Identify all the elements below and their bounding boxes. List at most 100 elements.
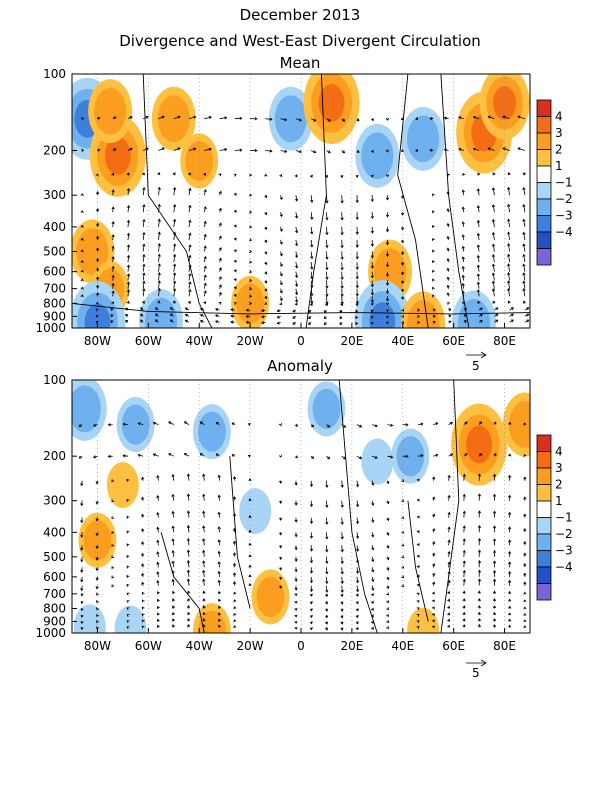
wind-vector-head: [447, 539, 451, 543]
wind-vector-head: [385, 291, 390, 295]
wind-vector-head: [370, 614, 374, 618]
wind-vector: [184, 453, 190, 457]
wind-vector-head: [126, 172, 130, 176]
wind-vector: [356, 480, 359, 487]
wind-vector: [127, 273, 130, 281]
wind-vector: [508, 280, 510, 289]
wind-vector-head: [157, 203, 161, 207]
wind-vector: [218, 580, 220, 586]
wind-vector-head: [188, 187, 192, 191]
wind-vector: [310, 271, 313, 279]
wind-vector: [295, 280, 298, 287]
wind-vector: [326, 288, 328, 297]
wind-vector-head: [370, 626, 374, 630]
wind-vector-head: [432, 314, 436, 318]
wind-vector-head: [230, 308, 234, 312]
wind-vector: [188, 255, 191, 263]
figure-title: December 2013: [240, 6, 361, 24]
wind-vector-head: [142, 187, 146, 191]
wind-vector-head: [429, 116, 433, 121]
wind-vector-head: [95, 545, 99, 550]
wind-vector-head: [156, 539, 160, 543]
wind-vector-head: [492, 493, 497, 497]
wind-vector: [187, 538, 190, 546]
wind-vector-head: [141, 599, 145, 603]
wind-vector-head: [355, 285, 359, 289]
wind-vector-head: [186, 510, 191, 514]
wind-vector-head: [188, 254, 192, 258]
wind-vector: [463, 538, 465, 546]
wind-vector: [448, 540, 450, 546]
x-tick-label: 40E: [391, 639, 414, 653]
wind-vector: [138, 454, 144, 457]
wind-vector-head: [239, 116, 243, 120]
wind-vector-head: [171, 493, 175, 497]
wind-vector-head: [157, 172, 161, 176]
wind-vector-head: [309, 601, 313, 605]
wind-vector-head: [325, 581, 329, 585]
wind-vector-head: [502, 115, 506, 119]
wind-vector-head: [447, 526, 451, 530]
wind-vector-head: [309, 589, 314, 593]
wind-vector-head: [386, 557, 390, 561]
wind-vector-head: [113, 116, 117, 120]
wind-vector-head: [80, 579, 84, 583]
divergence-region: [361, 132, 394, 180]
wind-vector-head: [248, 529, 252, 533]
wind-vector-head: [401, 499, 405, 502]
wind-vector-head: [203, 255, 207, 260]
wind-vector-head: [461, 256, 465, 260]
wind-vector: [508, 219, 510, 227]
wind-vector-head: [279, 263, 283, 268]
wind-vector-head: [95, 257, 100, 261]
wind-vector-head: [248, 249, 253, 253]
wind-vector-head: [129, 116, 133, 120]
wind-vector-head: [416, 515, 420, 519]
wind-vector-head: [230, 320, 234, 324]
wind-vector: [112, 256, 114, 263]
wind-vector-head: [523, 562, 527, 566]
wind-vector-head: [416, 554, 420, 558]
wind-vector-head: [113, 148, 117, 152]
wind-vector-head: [432, 193, 435, 197]
wind-vector-head: [401, 240, 405, 244]
wind-vector: [356, 424, 362, 428]
wind-vector-head: [248, 294, 253, 298]
wind-vector-head: [508, 539, 512, 543]
zero-contour: [440, 380, 460, 633]
wind-vector: [173, 219, 176, 227]
colorbar-swatch: [536, 434, 552, 452]
wind-vector-head: [248, 498, 252, 502]
wind-vector-head: [279, 253, 283, 257]
wind-vector-head: [173, 280, 177, 284]
wind-vector-head: [464, 421, 468, 425]
wind-vector: [326, 532, 328, 539]
wind-vector-head: [309, 621, 313, 625]
wind-vector-head: [173, 288, 177, 292]
wind-vector-head: [80, 626, 84, 631]
wind-vector-head: [355, 484, 360, 488]
zero-contour: [229, 456, 251, 609]
wind-vector-head: [370, 302, 374, 306]
wind-vector-head: [522, 280, 526, 284]
wind-vector: [142, 232, 145, 240]
wind-vector-head: [343, 456, 347, 460]
wind-vector-head: [294, 302, 298, 306]
wind-vector-head: [141, 552, 145, 557]
wind-vector: [341, 480, 343, 488]
wind-vector: [341, 517, 343, 525]
wind-vector-head: [248, 193, 253, 197]
divergence-region: [369, 302, 396, 328]
wind-vector-head: [224, 148, 228, 152]
wind-vector-head: [294, 502, 298, 506]
wind-vector-head: [279, 214, 283, 218]
wind-vector: [127, 233, 130, 240]
wind-vector-head: [203, 206, 207, 210]
colorbar-label: −3: [555, 209, 573, 223]
wind-vector-head: [310, 244, 314, 248]
wind-vector-head: [356, 150, 360, 154]
wind-vector-head: [371, 502, 375, 507]
wind-vector: [127, 289, 130, 297]
wind-vector-head: [472, 147, 476, 151]
wind-vector-head: [462, 560, 466, 564]
